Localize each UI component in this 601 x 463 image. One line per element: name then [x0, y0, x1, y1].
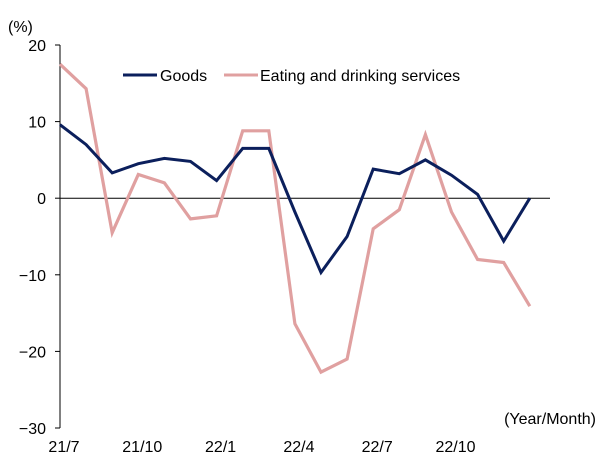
- x-unit-label: (Year/Month): [504, 411, 596, 428]
- x-tick-label: 22/4: [283, 439, 314, 456]
- legend: Goods Eating and drinking services: [123, 68, 460, 85]
- y-tick-label: 20: [28, 38, 46, 55]
- legend-label-goods: Goods: [160, 68, 207, 85]
- y-tick-label: 10: [28, 115, 46, 132]
- x-tick-label: 22/1: [205, 439, 236, 456]
- legend-label-eating: Eating and drinking services: [260, 68, 460, 85]
- x-tick-label: 21/7: [48, 439, 79, 456]
- series-line-goods: [59, 123, 532, 276]
- y-tick-label: 0: [37, 191, 46, 208]
- y-unit-label: (%): [8, 19, 33, 36]
- y-tick-label: −10: [19, 268, 46, 285]
- x-tick-label: 21/10: [122, 439, 162, 456]
- series-line-eating-drinking: [58, 63, 532, 375]
- y-tick-label: −30: [19, 421, 46, 438]
- x-tick-label: 22/7: [362, 439, 393, 456]
- x-tick-label: 22/10: [435, 439, 475, 456]
- y-tick-label: −20: [19, 344, 46, 361]
